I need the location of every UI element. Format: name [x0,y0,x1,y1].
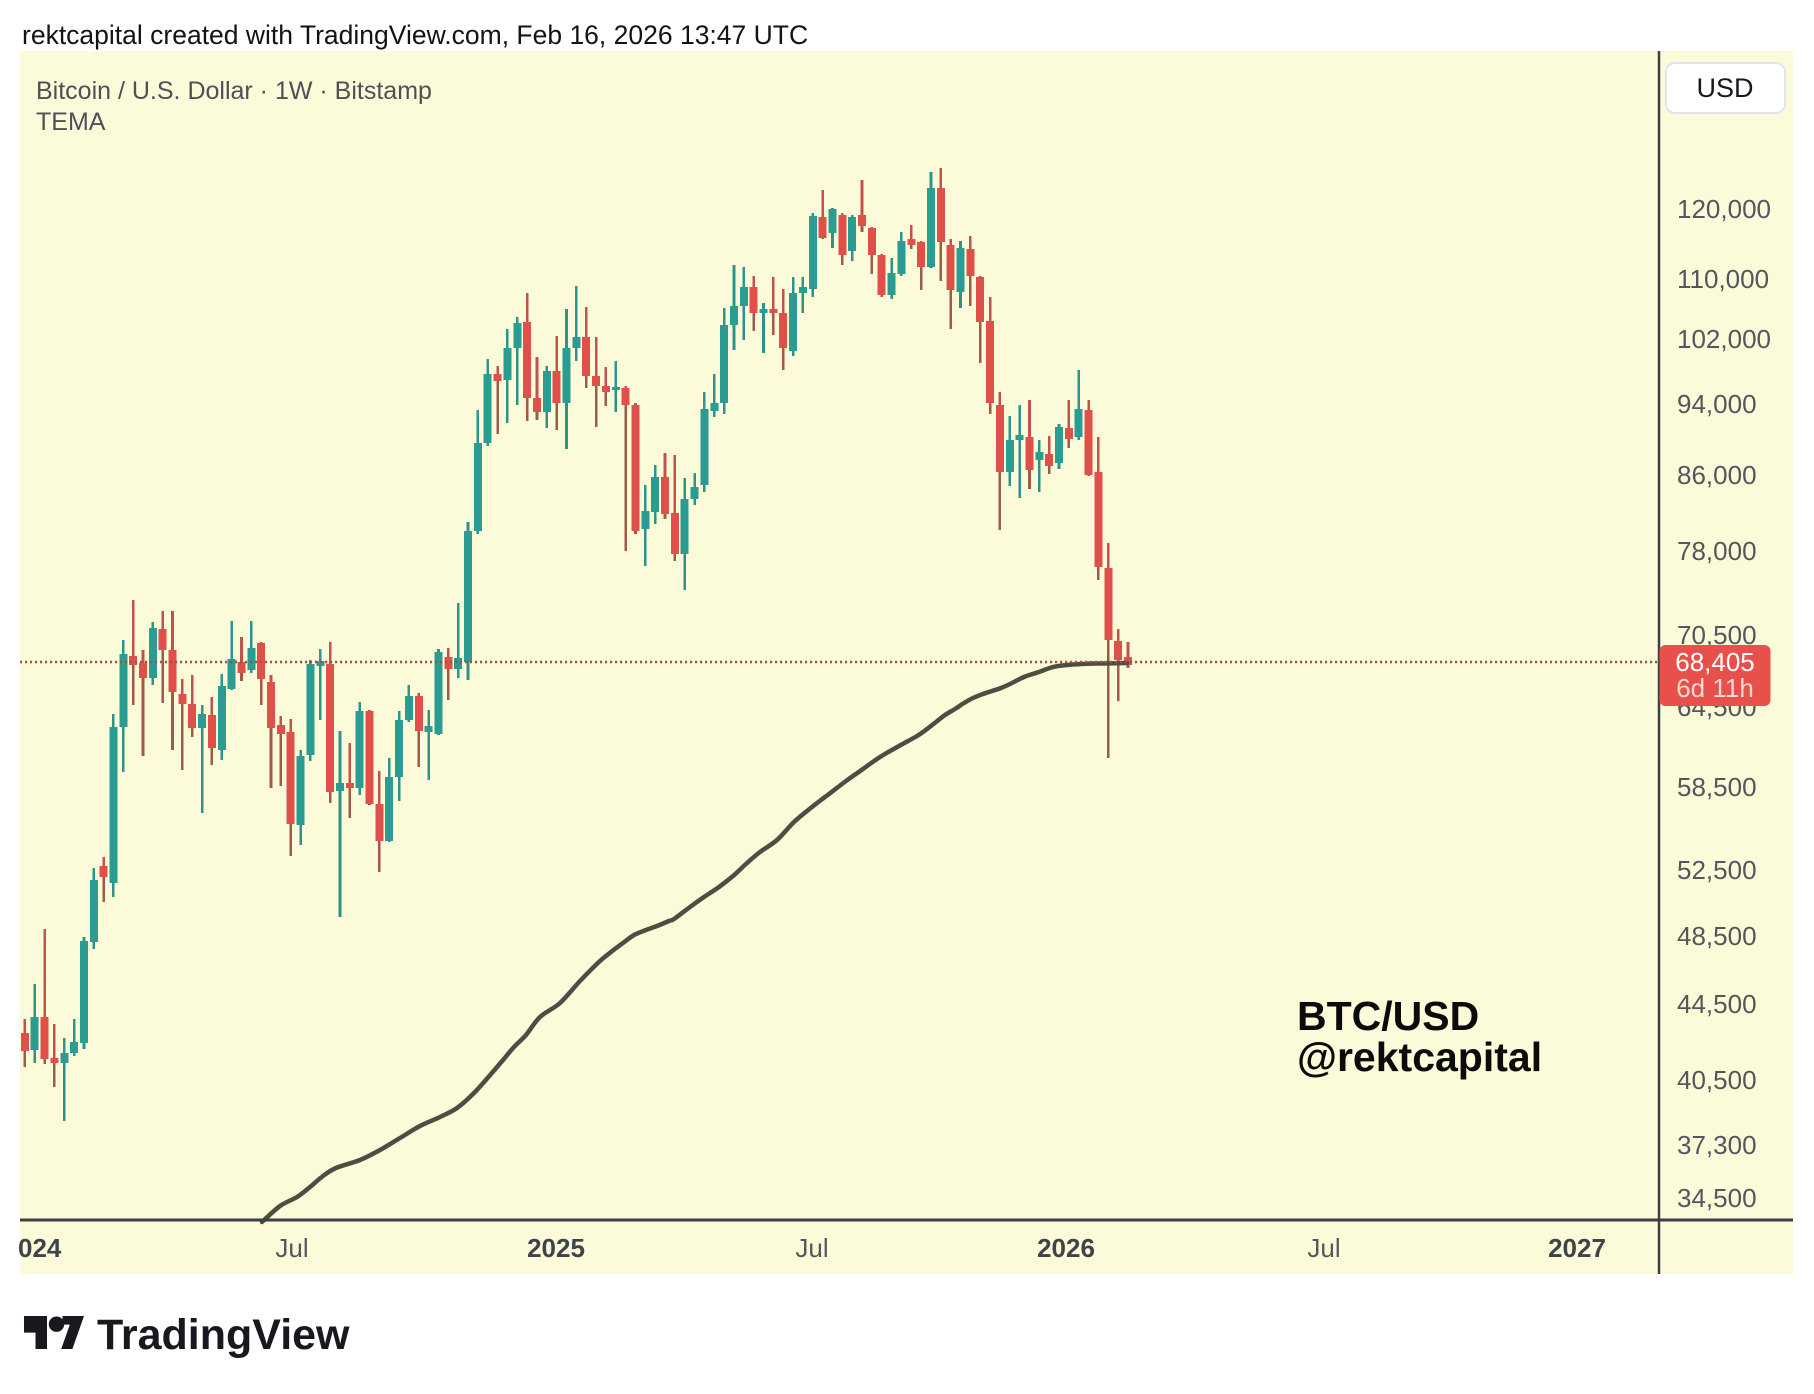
svg-text:Jul: Jul [1307,1233,1340,1263]
svg-text:34,500: 34,500 [1677,1183,1757,1213]
svg-text:2026: 2026 [1037,1233,1095,1263]
svg-text:52,500: 52,500 [1677,855,1757,885]
svg-text:024: 024 [18,1233,62,1263]
svg-text:USD: USD [1696,73,1753,103]
svg-text:120,000: 120,000 [1677,194,1771,224]
svg-text:68,405: 68,405 [1675,647,1755,677]
svg-text:@rektcapital: @rektcapital [1297,1034,1542,1080]
svg-text:2025: 2025 [527,1233,585,1263]
svg-text:Jul: Jul [795,1233,828,1263]
svg-text:44,500: 44,500 [1677,989,1757,1019]
svg-text:37,300: 37,300 [1677,1130,1757,1160]
svg-text:rektcapital created with Tradi: rektcapital created with TradingView.com… [22,20,808,50]
svg-text:Jul: Jul [275,1233,308,1263]
svg-text:48,500: 48,500 [1677,921,1757,951]
svg-text:TEMA: TEMA [36,108,106,136]
svg-text:TradingView: TradingView [97,1311,350,1359]
svg-text:102,000: 102,000 [1677,324,1771,354]
svg-text:94,000: 94,000 [1677,389,1757,419]
svg-text:6d 11h: 6d 11h [1676,673,1754,703]
svg-text:86,000: 86,000 [1677,460,1757,490]
svg-text:58,500: 58,500 [1677,772,1757,802]
svg-text:Bitcoin / U.S. Dollar · 1W · B: Bitcoin / U.S. Dollar · 1W · Bitstamp [36,77,432,105]
svg-text:78,000: 78,000 [1677,536,1757,566]
svg-text:2027: 2027 [1548,1233,1606,1263]
svg-text:40,500: 40,500 [1677,1065,1757,1095]
svg-text:110,000: 110,000 [1677,264,1769,294]
svg-text:BTC/USD: BTC/USD [1297,993,1479,1039]
